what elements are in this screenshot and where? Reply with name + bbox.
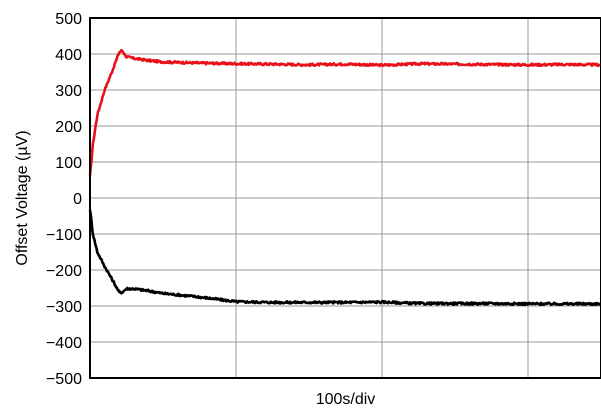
series-line-1 (88, 48, 601, 176)
series-line-2 (88, 209, 601, 307)
y-tick-label: −500 (46, 371, 82, 388)
plot-area-frame (89, 17, 601, 379)
y-tick-label: 300 (55, 83, 82, 100)
y-tick-label: 500 (55, 11, 82, 28)
y-tick-label: −400 (46, 335, 82, 352)
y-tick-label: −300 (46, 299, 82, 316)
y-tick-label: −200 (46, 263, 82, 280)
y-axis-title: Offset Voltage (µV) (14, 130, 31, 265)
y-tick-label: −100 (46, 227, 82, 244)
y-tick-label: 100 (55, 155, 82, 172)
y-tick-label: 200 (55, 119, 82, 136)
x-axis-title: 100s/div (316, 391, 376, 408)
y-tick-labels: 500 400 300 200 100 0 −100 −200 −300 −400 −500 (46, 11, 82, 388)
y-tick-label: 400 (55, 47, 82, 64)
data-series (88, 48, 601, 307)
y-tick-label: 0 (73, 191, 82, 208)
grid-lines (90, 18, 601, 378)
